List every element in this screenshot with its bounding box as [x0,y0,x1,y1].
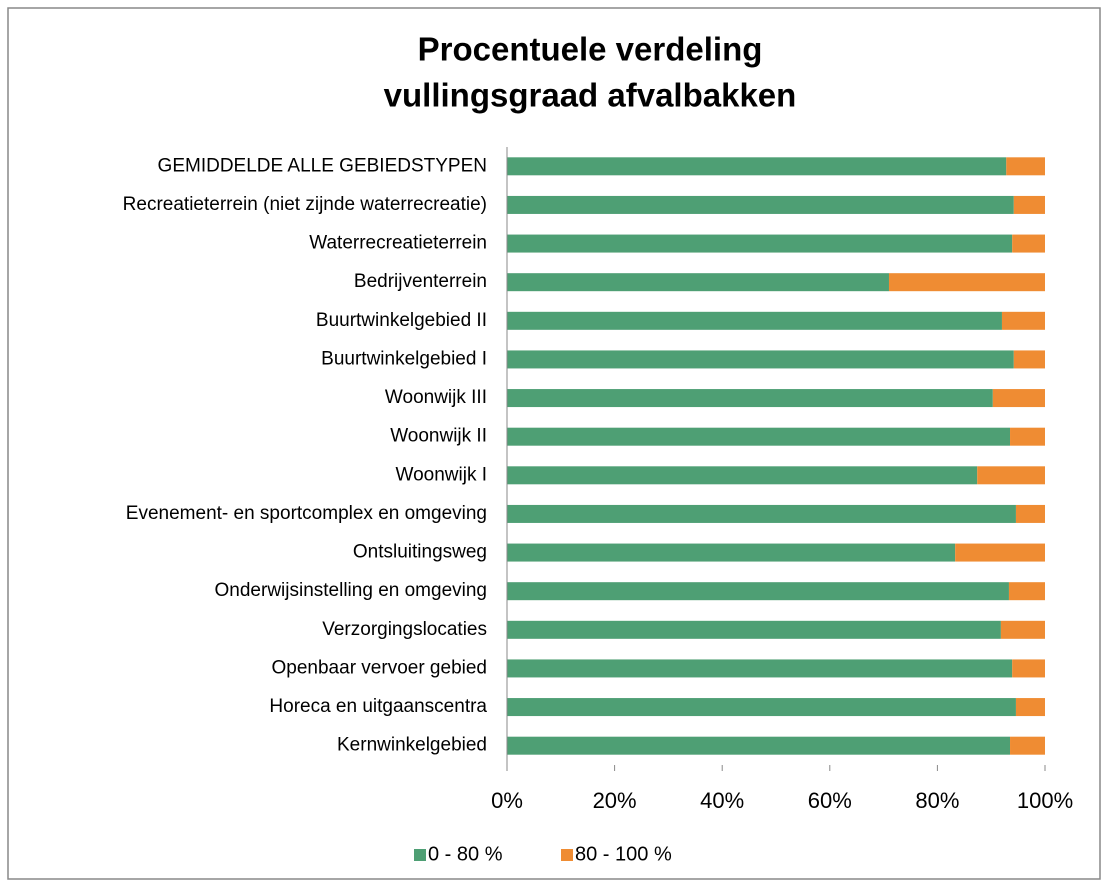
bar-segment [1010,736,1045,755]
bar-segment [507,311,1002,330]
legend-label: 0 - 80 % [428,843,503,865]
y-tick-label: Woonwijk I [395,464,487,485]
bar-segment [977,466,1045,485]
bar-segment [507,698,1016,717]
y-tick-label: Buurtwinkelgebied I [321,348,487,369]
y-tick-label: Woonwijk III [385,387,487,408]
bar-segment [1015,698,1045,717]
bar-segment [507,504,1016,523]
x-tick-label: 100% [1017,788,1073,813]
bar-segment [507,736,1011,755]
bar-segment [1008,582,1045,601]
bar-segment [992,389,1045,408]
bar-segment [1012,659,1045,678]
x-tick-label: 0% [491,788,523,813]
bar-segment [507,273,889,292]
y-tick-label: Openbaar vervoer gebied [272,657,487,678]
bar-segment [507,234,1013,253]
bar-segment [1013,195,1045,214]
chart-title: Procentuele verdeling [418,31,763,68]
bar-segment [1010,427,1045,446]
bar-segment [507,389,993,408]
y-tick-label: Horeca en uitgaanscentra [269,696,487,717]
bar-segment [888,273,1045,292]
bar-segment [1012,234,1045,253]
y-tick-label: Ontsluitingsweg [353,542,487,563]
bar-segment [1000,620,1045,639]
bar-segment [507,543,956,562]
y-tick-label: Bedrijventerrein [354,271,487,292]
legend-swatch [561,849,573,861]
y-tick-label: Woonwijk II [390,426,487,447]
y-tick-label: Onderwijsinstelling en omgeving [215,580,487,601]
bar-segment [1015,504,1045,523]
bar-segment [507,157,1007,176]
y-tick-label: Kernwinkelgebied [337,735,487,756]
y-tick-label: Evenement- en sportcomplex en omgeving [126,503,487,524]
bar-segment [1013,350,1045,369]
bar-segment [1001,311,1045,330]
x-tick-label: 60% [808,788,852,813]
bar-segment [507,195,1014,214]
bar-segment [507,620,1001,639]
y-tick-label: Verzorgingslocaties [322,619,487,640]
bar-segment [507,350,1014,369]
legend-label: 80 - 100 % [575,843,672,865]
bar-segment [507,582,1009,601]
y-tick-label: Waterrecreatieterrein [309,233,487,254]
x-tick-label: 20% [593,788,637,813]
legend-swatch [414,849,426,861]
x-tick-label: 40% [700,788,744,813]
y-tick-label: Recreatieterrein (niet zijnde waterrecre… [123,194,487,215]
bar-segment [1006,157,1045,176]
bar-segment [507,466,978,485]
x-tick-label: 80% [915,788,959,813]
bar-segment [507,427,1011,446]
y-tick-label: GEMIDDELDE ALLE GEBIEDSTYPEN [158,155,487,176]
bar-segment [507,659,1013,678]
bar-segment [955,543,1045,562]
chart-title: vullingsgraad afvalbakken [384,77,797,114]
y-tick-label: Buurtwinkelgebied II [316,310,487,331]
